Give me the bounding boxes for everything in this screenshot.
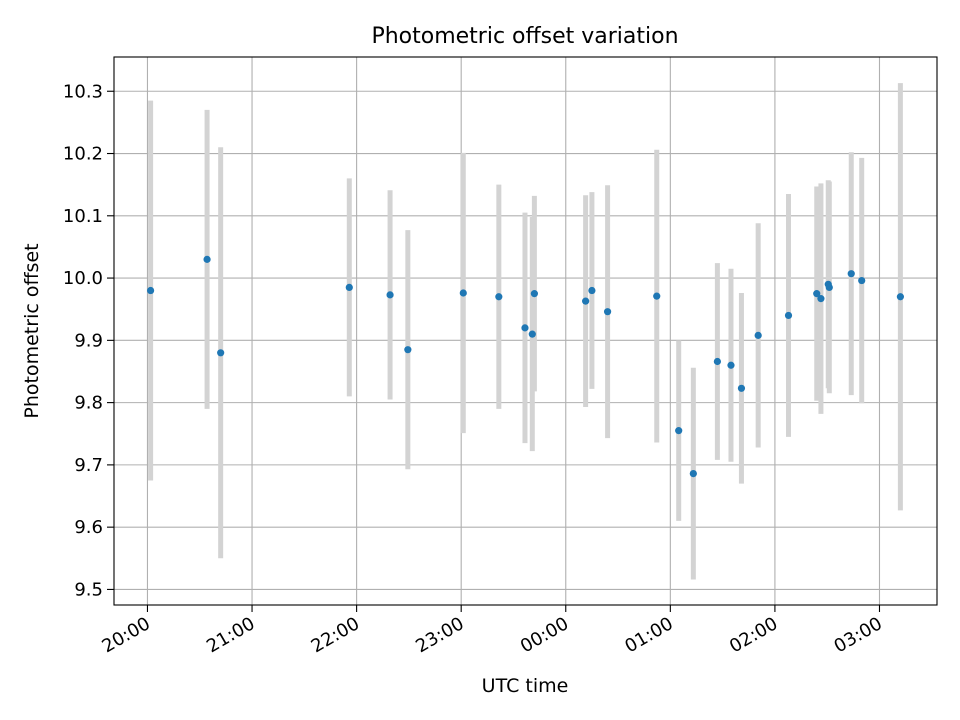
data-point: [582, 297, 590, 305]
chart-title: Photometric offset variation: [371, 24, 678, 49]
data-point: [588, 286, 596, 295]
data-point: [689, 470, 697, 478]
data-point: [858, 276, 866, 285]
data-point: [727, 361, 735, 369]
data-point: [459, 289, 467, 297]
y-tick-label: 10.2: [63, 144, 103, 165]
data-point: [825, 283, 833, 292]
data-point: [217, 349, 225, 357]
data-point: [653, 292, 661, 300]
y-axis-ticks: 9.5 9.6 9.7 9.8 9.9 10.0 10.1 10.2 10.3: [63, 81, 114, 600]
data-point: [495, 293, 503, 301]
data-point: [404, 346, 412, 354]
data-point: [784, 311, 793, 320]
data-point: [386, 291, 394, 299]
y-tick-label: 10.0: [63, 268, 103, 289]
data-point: [528, 330, 536, 338]
data-point: [896, 293, 904, 301]
y-tick-label: 9.7: [74, 455, 103, 476]
data-point: [603, 308, 612, 316]
y-tick-label: 9.9: [74, 330, 103, 351]
data-point: [713, 357, 721, 366]
y-tick-label: 10.3: [63, 81, 103, 102]
y-tick-label: 9.6: [74, 517, 103, 538]
data-point: [521, 324, 529, 332]
data-point: [754, 331, 762, 339]
data-point: [817, 295, 825, 303]
data-point: [345, 283, 353, 292]
y-tick-label: 10.1: [63, 206, 103, 227]
y-tick-label: 9.8: [74, 393, 103, 414]
plot-frame: [113, 56, 938, 606]
data-point: [813, 290, 821, 298]
data-point: [147, 286, 155, 295]
x-axis-label: UTC time: [482, 675, 569, 697]
data-points: [147, 255, 904, 478]
y-axis-label: Photometric offset: [21, 243, 43, 418]
data-point: [203, 255, 211, 263]
data-point: [675, 427, 683, 435]
data-point: [530, 290, 538, 298]
data-point: [737, 384, 746, 392]
y-tick-label: 9.5: [74, 579, 103, 600]
data-point: [847, 270, 855, 278]
